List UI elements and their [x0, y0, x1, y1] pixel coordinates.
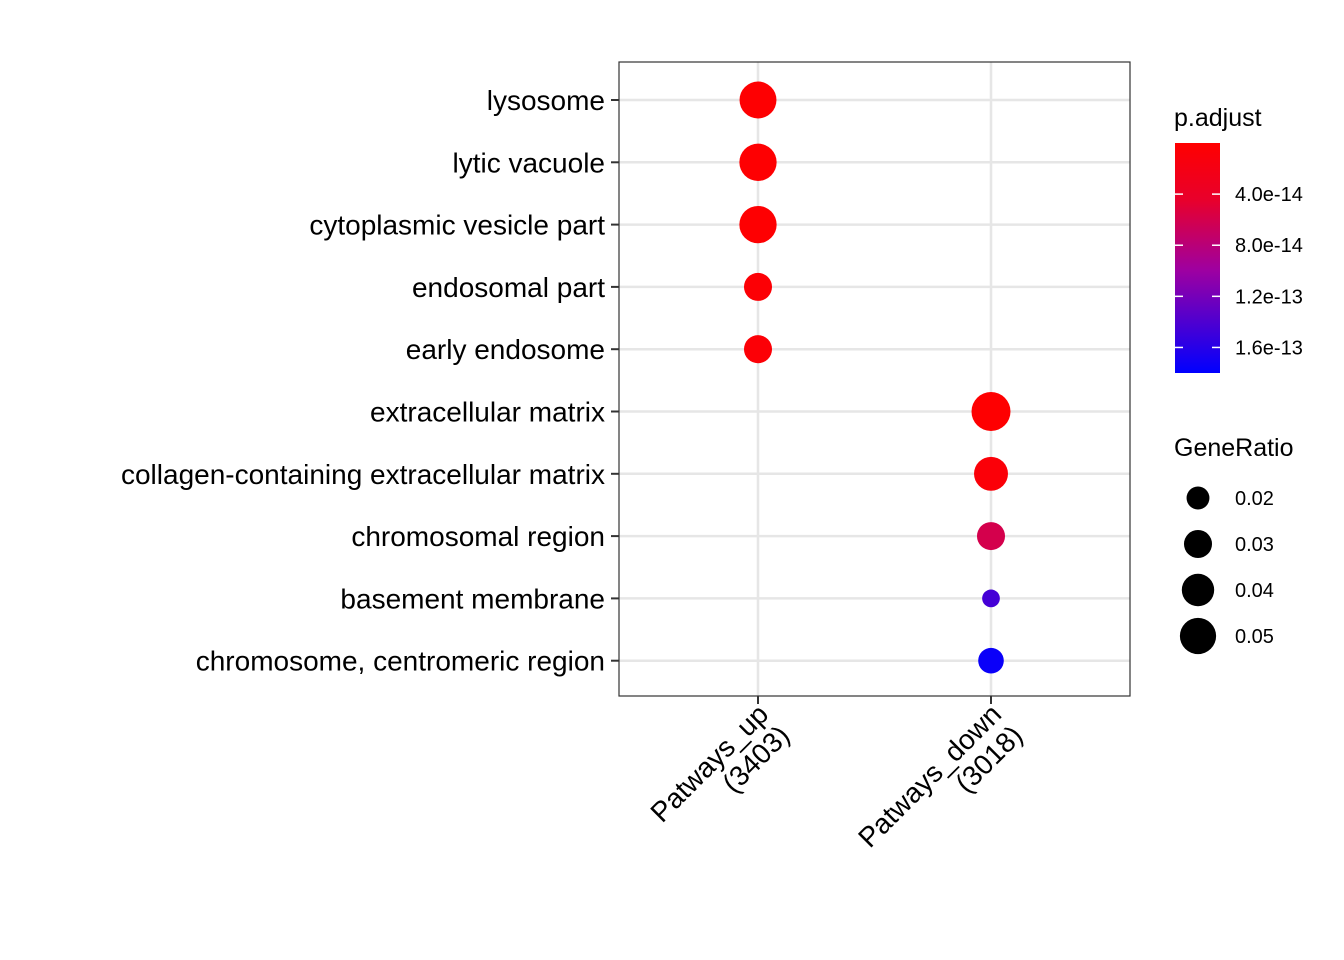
data-points	[739, 81, 1011, 674]
color-legend-tick-label: 4.0e-14	[1235, 184, 1303, 206]
plot-border	[618, 61, 1131, 697]
y-tick-label: lytic vacuole	[452, 147, 605, 178]
size-legend: GeneRatio 0.02 0.03 0.04 0.05	[1174, 434, 1294, 655]
x-axis: Patways_up(3403) Patways_down(3018)	[644, 696, 1028, 853]
size-legend-label: 0.04	[1235, 580, 1274, 602]
y-tick-label: cytoplasmic vesicle part	[309, 210, 605, 241]
y-tick-label: collagen-containing extracellular matrix	[121, 459, 605, 490]
data-point	[743, 335, 773, 364]
y-tick-label: endosomal part	[412, 272, 605, 303]
color-legend-tick-label: 1.6e-13	[1235, 337, 1303, 359]
data-point	[739, 205, 777, 244]
y-tick-label: extracellular matrix	[370, 397, 605, 428]
data-point	[978, 647, 1004, 674]
data-point	[974, 456, 1008, 491]
size-legend-keys: 0.02 0.03 0.04 0.05	[1179, 486, 1274, 655]
data-point	[971, 392, 1011, 431]
size-legend-label: 0.03	[1235, 534, 1274, 556]
color-legend-tick-label: 1.2e-13	[1235, 286, 1303, 308]
y-tick-label: chromosome, centromeric region	[196, 646, 605, 677]
x-tick-label: Patways_down(3018)	[852, 698, 1028, 853]
color-legend: p.adjust 4.0e-14 8.0e-14 1.2e-13 1.6e-13	[1174, 104, 1303, 373]
color-legend-ticks: 4.0e-14 8.0e-14 1.2e-13 1.6e-13	[1175, 184, 1303, 359]
y-tick-label: lysosome	[487, 85, 605, 116]
size-legend-dot	[1186, 486, 1210, 510]
data-point	[976, 522, 1006, 551]
size-legend-dot	[1181, 573, 1215, 607]
size-legend-label: 0.02	[1235, 488, 1274, 510]
x-tick-label: Patways_up(3403)	[644, 698, 795, 828]
data-point	[739, 143, 777, 181]
data-point	[743, 272, 773, 301]
data-point	[739, 81, 777, 119]
y-tick-label: chromosomal region	[351, 521, 605, 552]
size-legend-dot	[1183, 529, 1213, 559]
size-legend-title: GeneRatio	[1174, 434, 1294, 462]
size-legend-dot	[1179, 617, 1217, 655]
color-legend-bar	[1175, 143, 1220, 373]
y-axis: lysosome lytic vacuole cytoplasmic vesicle…	[121, 85, 619, 677]
color-legend-tick-label: 8.0e-14	[1235, 235, 1303, 257]
size-legend-label: 0.05	[1235, 626, 1274, 648]
color-legend-title: p.adjust	[1174, 104, 1262, 132]
data-point	[982, 589, 1000, 608]
y-tick-label: basement membrane	[340, 583, 605, 614]
y-tick-label: early endosome	[406, 334, 605, 365]
plot-panel	[619, 62, 1130, 696]
